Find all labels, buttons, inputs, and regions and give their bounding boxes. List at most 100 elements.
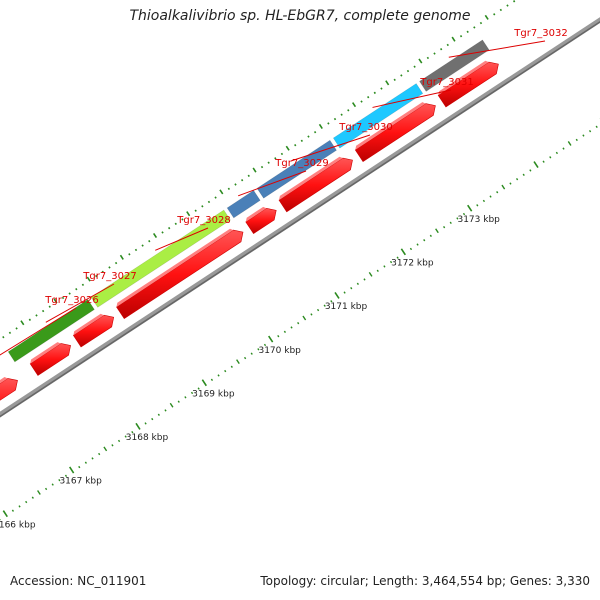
cds-arrow-bevel (116, 228, 234, 307)
outer-tick (219, 189, 224, 195)
outer-tick (75, 288, 78, 291)
outer-tick (451, 36, 456, 42)
scale-tick (2, 510, 8, 518)
outer-tick (367, 96, 370, 99)
scale-tick (217, 374, 220, 377)
outer-tick (400, 74, 403, 77)
scale-tick (549, 156, 552, 159)
scale-tick (462, 212, 466, 216)
scale-tick (91, 457, 94, 460)
outer-tick (186, 211, 191, 217)
gene-bar (226, 189, 261, 219)
scale-tick-label: 3172 kbp (391, 259, 434, 269)
outer-tick (181, 218, 184, 221)
scale-tick (501, 184, 506, 190)
outer-tick (114, 261, 118, 265)
scale-tick-label: 3170 kbp (258, 346, 301, 356)
scale-tick (323, 304, 326, 307)
outer-tick (327, 122, 330, 125)
scale-tick (144, 422, 147, 425)
outer-tick (466, 30, 469, 33)
backbone-shadow (0, 20, 600, 418)
scale-tick (184, 396, 187, 399)
gene-label-leader (0, 307, 77, 356)
outer-tick (313, 130, 317, 134)
outer-tick (393, 78, 396, 81)
gene-bar-bevel (419, 38, 483, 82)
scale-tick (435, 228, 439, 234)
outer-tick (333, 117, 337, 121)
outer-tick (15, 327, 18, 330)
gene-label-leader (45, 283, 115, 323)
gene-bar-bevel (257, 138, 330, 189)
gene-label: Tgr7_3030 (338, 122, 392, 133)
scale-tick (250, 352, 253, 355)
outer-tick (499, 8, 503, 12)
scale-tick (263, 343, 267, 347)
outer-tick (347, 109, 350, 112)
scale-tick (157, 413, 160, 416)
outer-tick (141, 244, 144, 247)
outer-tick (48, 305, 51, 308)
backbone-line (0, 17, 600, 418)
outer-tick (61, 296, 65, 300)
scale-tick (243, 356, 247, 360)
accession-text: Accession: NC_011901 (10, 574, 147, 588)
outer-tick (307, 135, 310, 138)
scale-tick (443, 225, 446, 229)
cds-arrow (437, 61, 499, 108)
scale-tick (131, 431, 134, 434)
gene-bar-bevel (91, 208, 224, 298)
outer-tick (274, 157, 277, 160)
outer-tick (300, 139, 304, 143)
scale-tick (164, 409, 167, 412)
gene-label: Tgr7_3032 (513, 28, 567, 39)
scale-tick (376, 269, 379, 272)
outer-tick (68, 292, 71, 295)
gene-bar (332, 83, 424, 149)
scale-tick (567, 141, 572, 146)
scale-tick (343, 291, 346, 294)
scale-tick (533, 161, 539, 169)
scale-tick (117, 439, 121, 443)
scale-tick (58, 479, 61, 482)
outer-tick (86, 276, 91, 282)
scale-tick (482, 199, 486, 203)
cds-arrow-bevel (73, 313, 104, 336)
outer-tick (433, 52, 436, 55)
gene-label-leader (372, 89, 452, 108)
scale-tick (383, 265, 386, 268)
scale-tick (290, 326, 293, 329)
scale-tick (423, 239, 426, 242)
scale-tick (529, 169, 532, 172)
outer-tick (134, 248, 138, 252)
outer-tick (484, 14, 489, 20)
cds-arrow (245, 207, 277, 235)
outer-tick (413, 65, 416, 68)
scale-tick (111, 444, 114, 447)
cds-arrow-bevel (245, 206, 267, 222)
outer-tick (351, 102, 357, 108)
outer-tick (418, 58, 423, 64)
genome-stats-text: Topology: circular; Length: 3,464,554 bp… (260, 574, 590, 588)
outer-tick (101, 270, 104, 273)
outer-tick (493, 13, 496, 16)
outer-tick (148, 240, 151, 243)
gene-label-leader (448, 40, 546, 58)
gene-label-leader (155, 227, 209, 251)
cds-arrow (116, 229, 244, 320)
outer-tick (53, 298, 58, 304)
outer-tick (20, 320, 25, 326)
gene-bar-bevel (227, 189, 254, 208)
outer-tick (512, 0, 516, 3)
scale-tick-label: 3166 kbp (0, 520, 36, 530)
scale-tick (456, 217, 459, 220)
scale-tick (334, 292, 340, 299)
outer-tick (260, 165, 264, 169)
scale-tick (310, 313, 313, 316)
scale-tick (103, 446, 108, 452)
gene-label: Tgr7_3026 (44, 295, 98, 306)
genome-title: Thioalkalivibrio sp. HL-EbGR7, complete … (129, 8, 471, 24)
scale-tick (496, 191, 499, 194)
scale-tick (476, 204, 479, 207)
